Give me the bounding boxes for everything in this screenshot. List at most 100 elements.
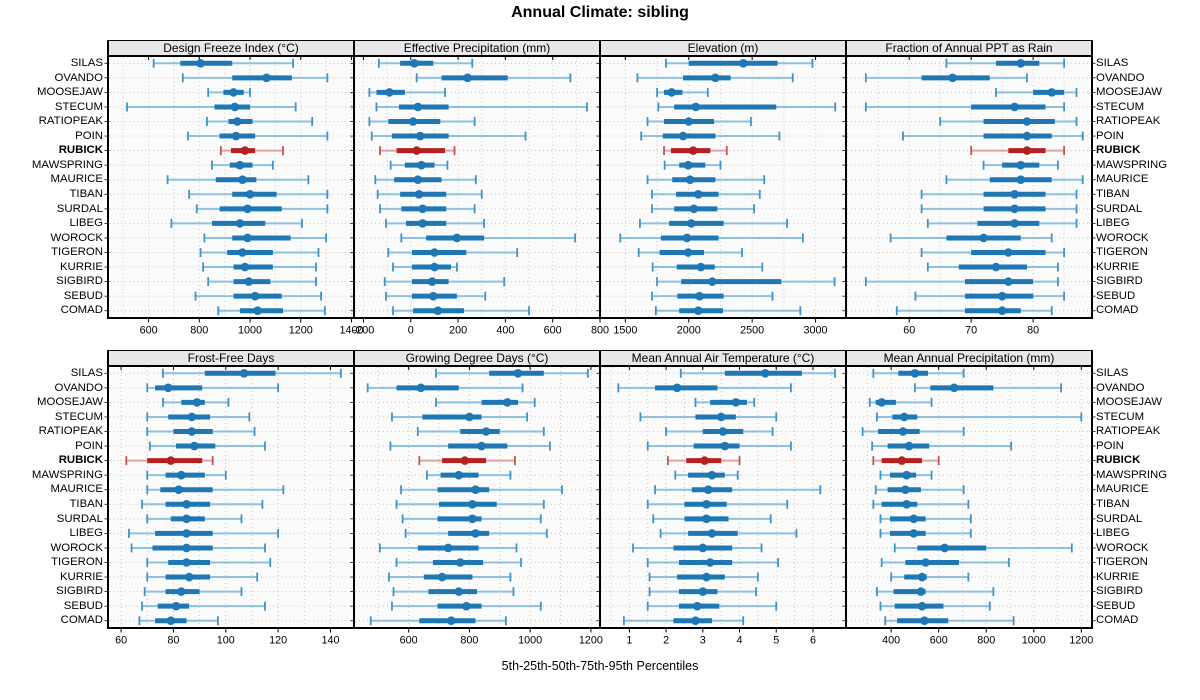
station-row-moosejaw: [694, 397, 756, 407]
station-row-mawspring: [425, 470, 512, 480]
panel-6: 600 800 1000 1200: [350, 366, 604, 647]
axis-tick-label: 400: [496, 325, 514, 337]
figure-caption: 5th-25th-50th-75th-95th Percentiles: [501, 659, 699, 673]
station-row-ratiopeak: [206, 117, 314, 126]
median-dot: [686, 219, 696, 228]
median-dot: [243, 204, 252, 214]
panel-header: Design Freeze Index (°C): [108, 40, 354, 56]
station-row-poin: [871, 441, 1013, 451]
station-row-moosejaw: [162, 397, 230, 407]
panel-header: Growing Degree Days (°C): [354, 350, 600, 366]
axis-tick-label: 6: [810, 635, 816, 647]
median-dot: [707, 470, 717, 480]
panel-border: [108, 56, 354, 318]
median-dot: [184, 572, 194, 582]
median-dot: [691, 102, 701, 112]
station-row-sebud: [651, 291, 774, 301]
station-label-libeg: LIBEG: [69, 217, 103, 230]
station-label-worock: WOROCK: [1096, 541, 1149, 554]
station-row-silas: [435, 368, 589, 378]
station-label-ovando: OVANDO: [1096, 71, 1145, 84]
station-label-tiban: TIBAN: [69, 498, 103, 510]
station-row-mawspring: [146, 470, 227, 480]
panel-header: Fraction of Annual PPT as Rain: [846, 40, 1092, 56]
station-row-mawspring: [211, 160, 274, 170]
median-dot: [443, 543, 453, 553]
station-label-ratiopeak: RATIOPEAK: [1096, 115, 1161, 128]
median-dot: [430, 248, 439, 257]
median-dot: [997, 291, 1007, 301]
station-row-poin: [186, 131, 329, 141]
station-row-poin: [389, 441, 551, 451]
station-label-stecum: STECUM: [54, 100, 103, 113]
axis-tick-label: 70: [965, 325, 977, 337]
median-dot: [1010, 189, 1019, 199]
median-dot: [192, 398, 202, 407]
station-row-worock: [130, 543, 266, 553]
panel-header: Elevation (m): [600, 40, 846, 56]
station-label-stecum: STECUM: [1096, 410, 1145, 423]
station-row-rubick: [219, 146, 284, 156]
station-row-comad: [369, 616, 507, 626]
station-row-surdal: [379, 204, 476, 214]
median-dot: [682, 233, 692, 243]
station-label-stecum: STECUM: [54, 410, 103, 423]
median-dot: [240, 146, 250, 155]
axis-tick-label: 140: [321, 635, 339, 647]
median-dot: [702, 514, 711, 524]
station-label-maurice: MAURICE: [1096, 173, 1149, 186]
median-dot: [700, 456, 709, 465]
figure-title: Annual Climate: sibling: [511, 4, 689, 21]
station-label-poin: POIN: [75, 129, 103, 142]
station-row-stecum: [864, 102, 1066, 112]
station-label-maurice: MAURICE: [50, 483, 103, 496]
median-dot: [688, 146, 698, 155]
station-row-ratiopeak: [939, 117, 1078, 126]
panel-2: -200 0 200 400 600 800: [350, 56, 609, 337]
station-row-tigeron: [920, 248, 1066, 257]
axis-tick-label: 800: [460, 635, 478, 647]
station-row-sigbird: [864, 277, 1059, 287]
station-row-ovando: [914, 383, 1063, 393]
axis-tick-label: 600: [930, 635, 948, 647]
station-label-kurrie: KURRIE: [59, 570, 103, 583]
median-dot: [738, 58, 748, 68]
axis-tick-label: 4: [737, 635, 743, 647]
median-dot: [920, 616, 929, 626]
station-row-libeg: [404, 528, 548, 538]
median-dot: [428, 291, 438, 301]
median-dot: [693, 306, 703, 316]
station-row-tigeron: [146, 558, 272, 567]
station-row-kurrie: [648, 572, 759, 582]
station-row-mawspring: [663, 160, 722, 170]
axis-tick-label: 800: [190, 325, 208, 337]
axis-tick-label: 100: [217, 635, 235, 647]
axis-tick-label: 2500: [740, 325, 764, 337]
median-dot: [685, 175, 695, 185]
median-dot: [412, 146, 421, 155]
axis-tick-label: 200: [449, 325, 467, 337]
station-row-sebud: [914, 291, 1066, 301]
station-label-moosejaw: MOOSEJAW: [36, 86, 103, 99]
station-row-surdal: [651, 204, 755, 214]
median-dot: [471, 485, 480, 495]
station-row-sebud: [391, 601, 542, 611]
median-dot: [692, 601, 702, 611]
axis-tick-label: 1200: [579, 635, 603, 647]
panel-border: [846, 56, 1092, 318]
median-dot: [979, 233, 988, 243]
median-dot: [698, 587, 708, 596]
median-dot: [468, 499, 477, 509]
station-row-ovando: [146, 383, 280, 393]
station-row-rubick: [379, 146, 456, 156]
station-label-tiban: TIBAN: [69, 188, 103, 200]
median-dot: [684, 117, 694, 126]
panel-header: Effective Precipitation (mm): [354, 40, 600, 56]
station-row-maurice: [874, 485, 965, 495]
station-row-surdal: [920, 204, 1078, 214]
median-dot: [760, 368, 770, 378]
station-label-moosejaw: MOOSEJAW: [36, 396, 103, 409]
station-label-sigbird: SIGBIRD: [1096, 585, 1143, 598]
median-dot: [1010, 219, 1019, 228]
station-row-ratiopeak: [146, 427, 256, 436]
